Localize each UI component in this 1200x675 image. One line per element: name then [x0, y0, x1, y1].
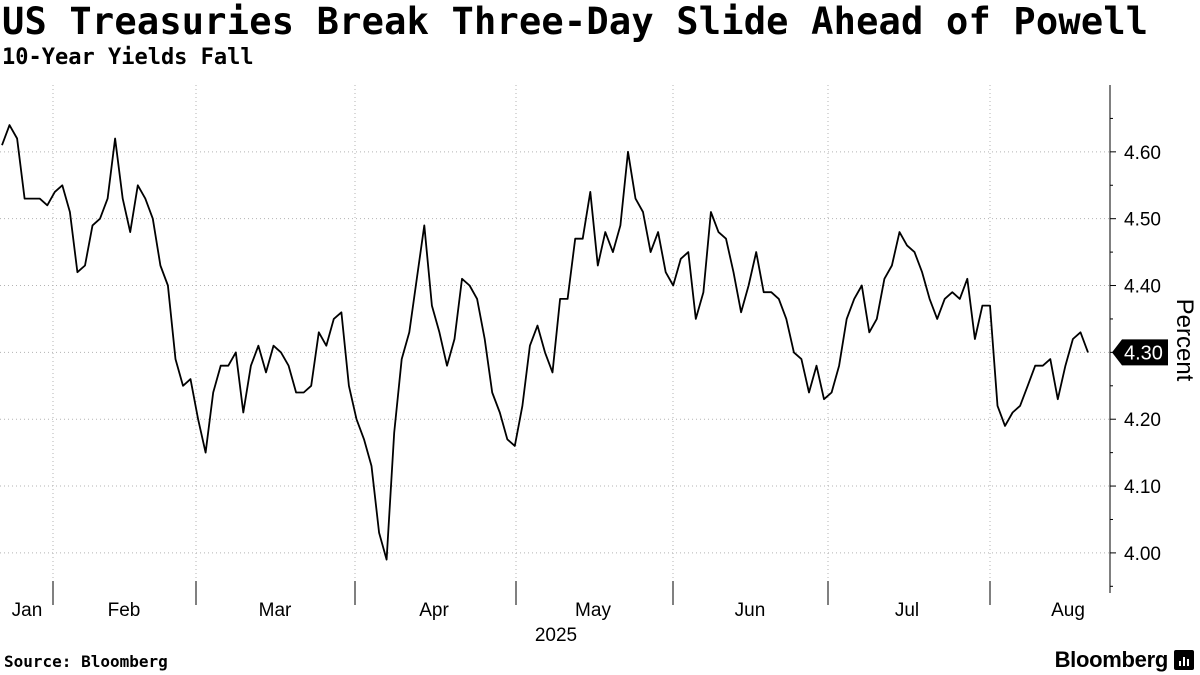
y-tick-label: 4.40 — [1124, 277, 1161, 298]
brand-logo: Bloomberg — [1054, 647, 1169, 672]
x-tick-label: Mar — [259, 600, 292, 621]
last-value-badge-shape — [1112, 339, 1168, 366]
x-tick-label: Jul — [895, 600, 919, 621]
chart-subtitle: 10-Year Yields Fall — [2, 45, 254, 70]
y-axis: 4.00 4.10 4.20 4.30 4.40 4.50 4.60 — [1109, 85, 1161, 593]
y-tick-label: 4.60 — [1124, 143, 1161, 164]
x-tick-label: Aug — [1051, 600, 1085, 621]
last-value-label: 4.30 — [1124, 342, 1163, 364]
y-tick-label: 4.20 — [1124, 410, 1161, 431]
y-tick-label: 4.50 — [1124, 210, 1161, 231]
y-tick-label: 4.00 — [1124, 544, 1161, 565]
last-value-badge: 4.30 — [1112, 339, 1168, 366]
series-line-10y-yield — [1, 124, 1089, 561]
x-tick-label: Feb — [108, 600, 141, 621]
x-axis: Jan Feb Mar Apr May Jun Jul Aug — [12, 581, 1085, 621]
source-note: Source: Bloomberg — [4, 652, 168, 671]
x-tick-label: May — [575, 600, 611, 621]
gridlines — [0, 85, 1110, 593]
series-layer — [1, 124, 1089, 561]
x-tick-label: Apr — [419, 600, 449, 621]
x-axis-year-label: 2025 — [535, 625, 577, 646]
x-tick-label: Jan — [12, 600, 43, 621]
y-tick-label: 4.10 — [1124, 477, 1161, 498]
chart-title: US Treasuries Break Three-Day Slide Ahea… — [2, 0, 1149, 43]
bloomberg-chart-icon — [1174, 650, 1194, 670]
x-tick-label: Jun — [735, 600, 766, 621]
y-axis-title: Percent — [1171, 299, 1198, 382]
